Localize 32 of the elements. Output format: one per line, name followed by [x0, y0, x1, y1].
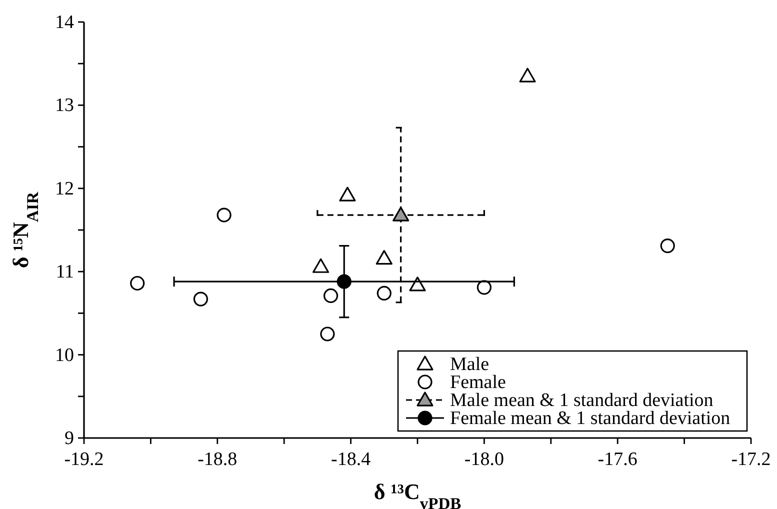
point [193, 292, 208, 306]
point [660, 238, 675, 254]
point [320, 326, 335, 342]
y-tick-label: 10 [55, 344, 74, 366]
point [323, 288, 338, 304]
x-tick-label: -18.8 [198, 449, 238, 470]
x-tick-label: -17.6 [598, 449, 638, 470]
x-tick-label: -19.2 [64, 449, 104, 470]
point [130, 276, 145, 291]
legend-label: Male [450, 354, 490, 375]
y-tick-label: 13 [55, 95, 74, 116]
point [376, 286, 392, 301]
x-axis-title: δ ¹³C$_{vPDB}$ [374, 479, 462, 509]
point [476, 280, 492, 295]
point [339, 186, 356, 202]
legend-label: Female [450, 372, 506, 393]
y-tick-label: 9 [64, 428, 74, 449]
point [336, 274, 352, 289]
point [376, 250, 392, 265]
point [312, 258, 330, 273]
y-tick-label: 11 [56, 262, 74, 283]
legend-label: Female mean & 1 standard deviation [450, 408, 731, 429]
point [519, 68, 536, 82]
point [409, 276, 426, 292]
point [216, 208, 232, 222]
y-tick-label: 14 [55, 12, 74, 33]
point [392, 206, 410, 222]
x-tick-label: -18.0 [464, 449, 504, 470]
legend-label: Male mean & 1 standard deviation [450, 390, 714, 411]
x-tick-label: -17.2 [731, 449, 771, 470]
y-tick-label: 12 [55, 178, 74, 200]
x-tick-label: -18.4 [331, 449, 372, 470]
